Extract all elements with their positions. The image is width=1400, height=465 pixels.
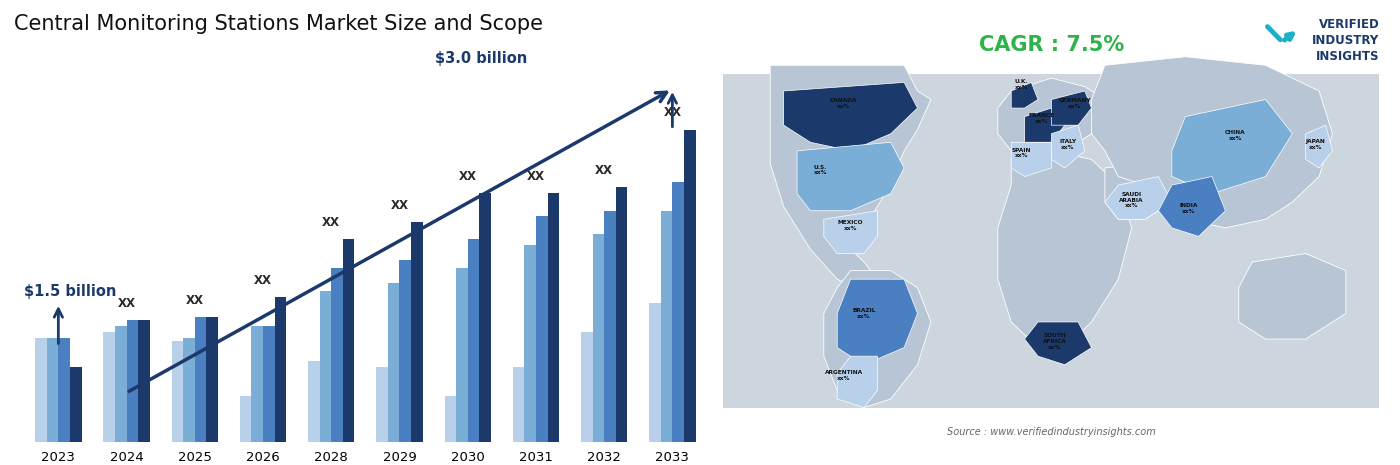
Text: U.K.
xx%: U.K. xx% [1015, 79, 1028, 90]
Bar [672, 182, 685, 442]
Polygon shape [1092, 57, 1333, 228]
Text: XX: XX [664, 106, 682, 120]
Polygon shape [823, 211, 878, 253]
Polygon shape [1105, 164, 1172, 219]
Polygon shape [823, 271, 931, 407]
Bar [126, 320, 139, 442]
Text: XX: XX [459, 170, 477, 183]
Text: CANADA
xx%: CANADA xx% [830, 99, 858, 109]
Polygon shape [1105, 177, 1172, 219]
Bar [172, 340, 183, 442]
Text: CAGR : 7.5%: CAGR : 7.5% [979, 35, 1124, 55]
Polygon shape [1025, 108, 1065, 142]
Text: FRANCE
xx%: FRANCE xx% [1028, 113, 1054, 124]
Bar [195, 318, 206, 442]
Text: XX: XX [118, 297, 136, 310]
Bar [399, 259, 412, 442]
Bar [319, 292, 332, 442]
Bar [104, 332, 115, 442]
Bar [46, 338, 59, 442]
Bar [456, 268, 468, 442]
FancyBboxPatch shape [724, 74, 1379, 407]
Bar [650, 303, 661, 442]
Bar [581, 332, 592, 442]
Bar [239, 396, 252, 442]
Text: VERIFIED
INDUSTRY
INSIGHTS: VERIFIED INDUSTRY INSIGHTS [1312, 18, 1379, 63]
Text: XX: XX [253, 274, 272, 287]
Bar [479, 193, 491, 442]
Polygon shape [1051, 91, 1092, 125]
Text: SPAIN
xx%: SPAIN xx% [1012, 147, 1030, 159]
Polygon shape [998, 78, 1105, 159]
Bar [70, 366, 81, 442]
Bar [547, 193, 559, 442]
Bar [445, 396, 456, 442]
Text: XX: XX [186, 294, 204, 307]
Bar [332, 268, 343, 442]
Text: INDIA
xx%: INDIA xx% [1179, 203, 1198, 214]
Bar [512, 366, 525, 442]
Bar [592, 233, 605, 442]
Bar [59, 338, 70, 442]
Text: GERMANY
xx%: GERMANY xx% [1058, 99, 1091, 109]
Bar [263, 326, 274, 442]
Polygon shape [837, 356, 878, 407]
Polygon shape [770, 65, 931, 292]
Polygon shape [784, 82, 917, 151]
Polygon shape [797, 142, 904, 211]
Bar [115, 326, 126, 442]
Bar [139, 320, 150, 442]
Bar [616, 187, 627, 442]
Polygon shape [1239, 253, 1345, 339]
Text: CHINA
xx%: CHINA xx% [1225, 131, 1246, 141]
Bar [388, 283, 399, 442]
Text: Central Monitoring Stations Market Size and Scope: Central Monitoring Stations Market Size … [14, 14, 543, 34]
Polygon shape [1011, 142, 1051, 177]
Text: BRAZIL
xx%: BRAZIL xx% [853, 308, 875, 319]
Bar [343, 239, 354, 442]
Polygon shape [1306, 125, 1333, 168]
Bar [661, 211, 672, 442]
Text: SOUTH
AFRICA
xx%: SOUTH AFRICA xx% [1043, 333, 1067, 350]
Bar [308, 361, 319, 442]
Text: SAUDI
ARABIA
xx%: SAUDI ARABIA xx% [1120, 192, 1144, 208]
Polygon shape [837, 279, 917, 365]
Bar [377, 366, 388, 442]
Text: XX: XX [391, 199, 409, 212]
Bar [183, 338, 195, 442]
Polygon shape [1025, 322, 1092, 365]
Bar [412, 222, 423, 442]
Text: XX: XX [526, 170, 545, 183]
Text: JAPAN
xx%: JAPAN xx% [1306, 139, 1326, 150]
Polygon shape [1011, 82, 1037, 108]
Text: MEXICO
xx%: MEXICO xx% [837, 220, 864, 231]
Bar [468, 239, 479, 442]
Bar [536, 216, 547, 442]
Polygon shape [998, 151, 1131, 348]
Bar [605, 211, 616, 442]
Bar [206, 318, 218, 442]
Polygon shape [1051, 125, 1085, 168]
Bar [35, 338, 46, 442]
Bar [274, 297, 286, 442]
Text: ARGENTINA
xx%: ARGENTINA xx% [825, 370, 862, 381]
Bar [685, 130, 696, 442]
Bar [525, 245, 536, 442]
Text: $3.0 billion: $3.0 billion [435, 51, 528, 66]
Text: ITALY
xx%: ITALY xx% [1060, 139, 1077, 150]
Bar [252, 326, 263, 442]
Text: U.S.
xx%: U.S. xx% [813, 165, 827, 175]
Text: Source : www.verifiedindustryinsights.com: Source : www.verifiedindustryinsights.co… [946, 427, 1156, 438]
Text: XX: XX [595, 164, 613, 177]
Text: XX: XX [322, 216, 340, 229]
Text: $1.5 billion: $1.5 billion [24, 284, 116, 299]
Polygon shape [1158, 177, 1225, 236]
Polygon shape [1172, 100, 1292, 193]
